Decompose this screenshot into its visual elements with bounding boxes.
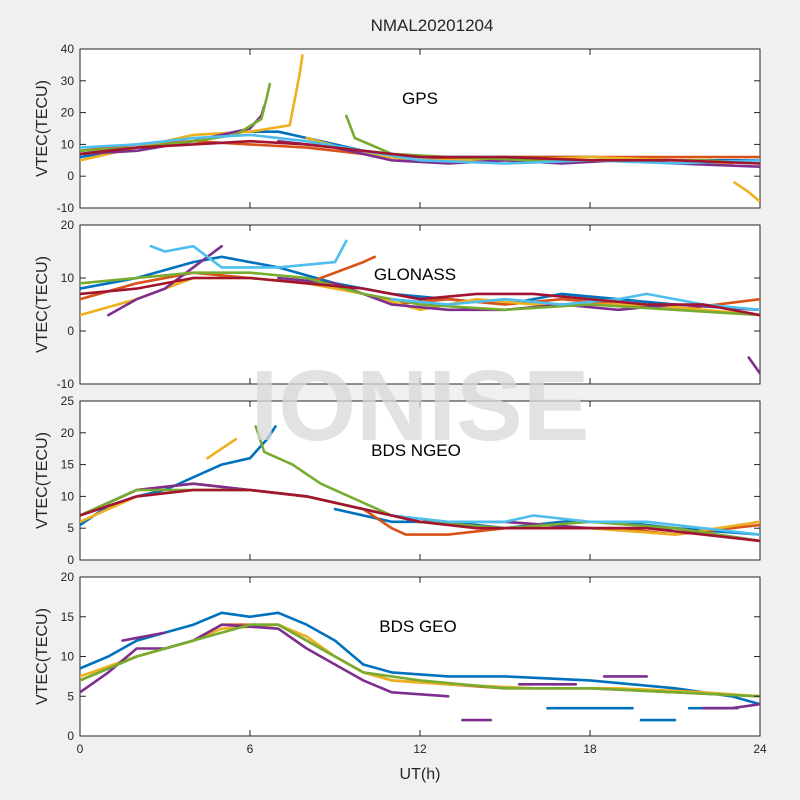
x-axis-label: UT(h) bbox=[400, 766, 441, 783]
series-line-4 bbox=[733, 181, 760, 203]
y-axis-label: VTEC(TECU) bbox=[34, 432, 51, 529]
panel-1: -10 0 10 20 VTEC(TECU) GLONASS bbox=[34, 218, 761, 391]
watermark-text: IONISE bbox=[251, 350, 590, 462]
panel-label: GPS bbox=[402, 89, 438, 108]
y-tick-label: 10 bbox=[61, 650, 75, 664]
series-group bbox=[80, 611, 760, 722]
series-line-8 bbox=[390, 514, 760, 536]
panel-2: 0 5 10 15 20 25 VTEC(TECU) BDS NGEO bbox=[34, 394, 761, 567]
y-tick-label: 40 bbox=[61, 42, 75, 56]
y-tick-label: 15 bbox=[61, 458, 75, 472]
series-group bbox=[80, 54, 760, 203]
panel-label: GLONASS bbox=[374, 265, 456, 284]
y-tick-label: 20 bbox=[61, 426, 75, 440]
y-tick-label: 20 bbox=[61, 106, 75, 120]
y-tick-label: 20 bbox=[61, 218, 75, 232]
y-tick-label: 10 bbox=[61, 137, 75, 151]
x-tick-label: 12 bbox=[413, 742, 427, 756]
y-tick-label: 10 bbox=[61, 271, 75, 285]
series-line-4 bbox=[206, 437, 238, 460]
series-line-7 bbox=[121, 631, 167, 642]
series-line-9 bbox=[80, 488, 760, 543]
y-axis-label: VTEC(TECU) bbox=[34, 256, 51, 353]
x-tick-label: 18 bbox=[583, 742, 597, 756]
panels: -10 0 10 20 30 40 VTEC(TECU) GPS -10 0 10 20 VTEC(TE… bbox=[34, 42, 767, 756]
y-tick-label: 0 bbox=[67, 553, 74, 567]
x-tick-label: 24 bbox=[753, 742, 767, 756]
y-tick-label: 20 bbox=[61, 570, 75, 584]
series-line-7 bbox=[80, 271, 760, 317]
x-tick-label: 0 bbox=[77, 742, 84, 756]
series-group bbox=[80, 239, 760, 375]
series-line-8 bbox=[149, 239, 348, 269]
y-tick-label: 10 bbox=[61, 489, 75, 503]
series-group bbox=[80, 425, 760, 543]
y-tick-label: 0 bbox=[67, 729, 74, 743]
y-tick-label: 30 bbox=[61, 74, 75, 88]
series-line-6 bbox=[80, 623, 450, 698]
series-line-9 bbox=[390, 292, 760, 312]
y-tick-label: -10 bbox=[57, 377, 75, 391]
series-line-12 bbox=[80, 623, 760, 698]
figure-title: NMAL20201204 bbox=[371, 16, 494, 35]
y-tick-label: 15 bbox=[61, 610, 75, 624]
panel-label: BDS GEO bbox=[379, 617, 456, 636]
series-line-11 bbox=[701, 702, 760, 710]
series-line-10 bbox=[80, 139, 760, 165]
y-tick-label: 5 bbox=[67, 521, 74, 535]
panel-0: -10 0 10 20 30 40 VTEC(TECU) GPS bbox=[34, 42, 761, 215]
series-line-7 bbox=[254, 425, 394, 517]
plot-area bbox=[79, 576, 761, 737]
series-line-4 bbox=[107, 244, 223, 317]
series-line-6 bbox=[747, 356, 760, 375]
y-axis-label: VTEC(TECU) bbox=[34, 80, 51, 177]
series-line-10 bbox=[80, 276, 760, 317]
y-tick-label: 5 bbox=[67, 689, 74, 703]
panel-3: 0 5 10 15 20 0 6 12 18 24 VTEC(TECU) BDS GEO bbox=[34, 570, 767, 756]
panel-label: BDS NGEO bbox=[371, 441, 461, 460]
y-tick-label: 25 bbox=[61, 394, 75, 408]
y-tick-label: 0 bbox=[67, 169, 74, 183]
y-tick-label: 0 bbox=[67, 324, 74, 338]
y-axis-label: VTEC(TECU) bbox=[34, 608, 51, 705]
x-tick-label: 6 bbox=[247, 742, 254, 756]
plot-area bbox=[79, 48, 761, 209]
y-tick-label: -10 bbox=[57, 201, 75, 215]
